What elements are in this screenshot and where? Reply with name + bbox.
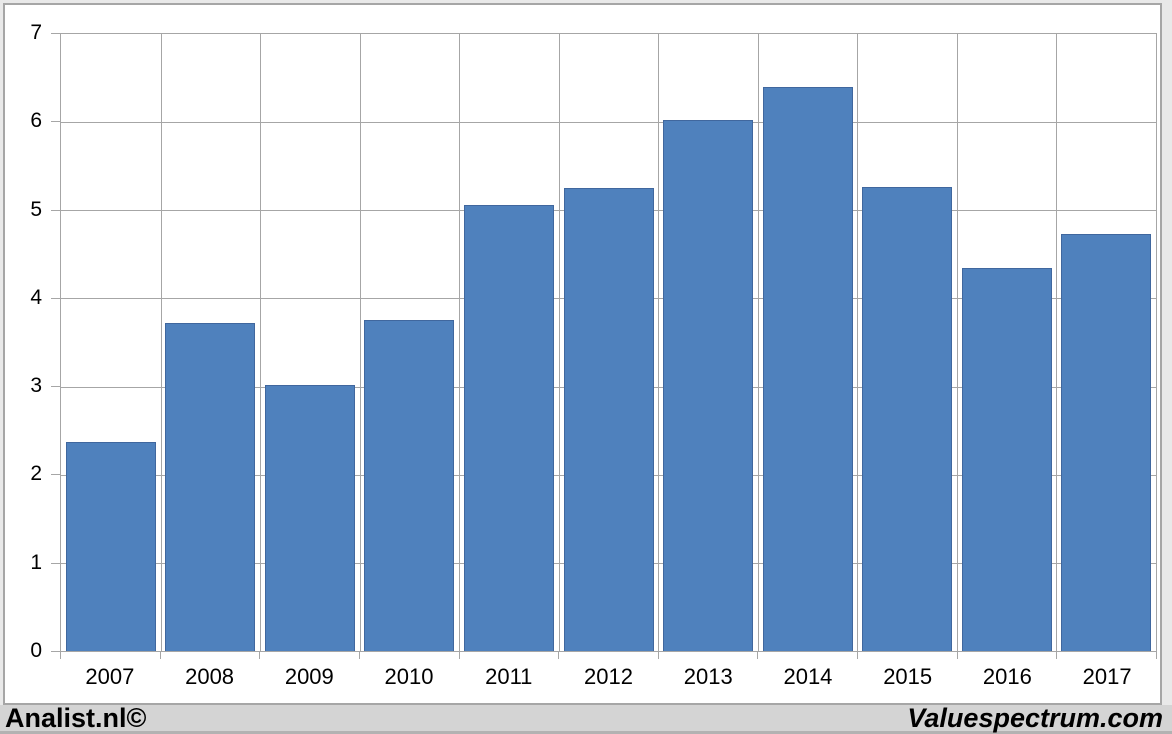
y-axis-label: 3 [30, 374, 42, 398]
y-tick-mark [51, 121, 60, 123]
footer-bar: Analist.nl© Valuespectrum.com [0, 703, 1172, 734]
bar-2008 [165, 323, 256, 651]
bar-2007 [65, 442, 156, 651]
plot-area [60, 33, 1157, 652]
x-axis-label: 2008 [185, 664, 235, 689]
y-axis-label: 6 [30, 109, 42, 133]
bar-2013 [663, 119, 754, 651]
bar-2016 [961, 267, 1052, 651]
x-tick-mark [857, 652, 859, 659]
x-axis-label: 2010 [384, 664, 434, 689]
bar-2011 [463, 205, 554, 651]
y-tick-mark [51, 651, 60, 652]
y-tick-mark [51, 209, 60, 211]
bar-2017 [1061, 234, 1152, 651]
bar-2014 [762, 86, 853, 651]
x-tick-mark [259, 652, 261, 659]
x-axis-label: 2013 [683, 664, 733, 689]
gridline-vertical [558, 34, 560, 651]
gridline-vertical [757, 34, 759, 651]
x-axis-label: 2017 [1082, 664, 1132, 689]
x-axis-label: 2011 [485, 664, 533, 689]
y-tick-mark [51, 562, 60, 564]
y-axis-label: 0 [30, 639, 42, 662]
gridline-vertical [1056, 34, 1058, 651]
x-tick-mark [60, 652, 61, 659]
bar-2012 [563, 188, 654, 651]
y-axis-label: 4 [30, 285, 42, 309]
bar-2009 [264, 384, 355, 651]
y-tick-mark [51, 33, 60, 34]
x-axis-label: 2015 [883, 664, 933, 689]
x-tick-mark [358, 652, 360, 659]
x-tick-mark [558, 652, 560, 659]
x-tick-mark [159, 652, 161, 659]
bar-2015 [862, 187, 953, 651]
y-axis-label: 7 [30, 21, 42, 44]
bar-2010 [364, 320, 455, 651]
gridline-vertical [260, 34, 262, 651]
x-tick-mark [1056, 652, 1058, 659]
gridline-vertical [160, 34, 162, 651]
y-tick-mark [51, 386, 60, 388]
x-axis-label: 2016 [982, 664, 1032, 689]
y-tick-mark [51, 474, 60, 476]
x-tick-mark [657, 652, 659, 659]
x-axis-label: 2009 [284, 664, 334, 689]
x-tick-mark [458, 652, 460, 659]
y-axis-label: 5 [30, 197, 42, 221]
y-tick-mark [51, 297, 60, 299]
x-axis-label: 2007 [85, 664, 135, 689]
gridline-vertical [857, 34, 859, 651]
gridline-vertical [459, 34, 461, 651]
x-axis-label: 2014 [783, 664, 833, 689]
gridline-vertical [359, 34, 361, 651]
x-axis-label: 2012 [584, 664, 633, 689]
y-axis-label: 1 [30, 550, 42, 574]
gridline-vertical [658, 34, 660, 651]
source-credit: Analist.nl© [5, 703, 147, 733]
gridline-horizontal [61, 122, 1156, 124]
y-axis-label: 2 [30, 462, 42, 486]
x-tick-mark [757, 652, 759, 659]
brand-credit: Valuespectrum.com [907, 703, 1163, 733]
x-tick-mark [1156, 652, 1157, 659]
gridline-vertical [956, 34, 958, 651]
x-tick-mark [956, 652, 958, 659]
